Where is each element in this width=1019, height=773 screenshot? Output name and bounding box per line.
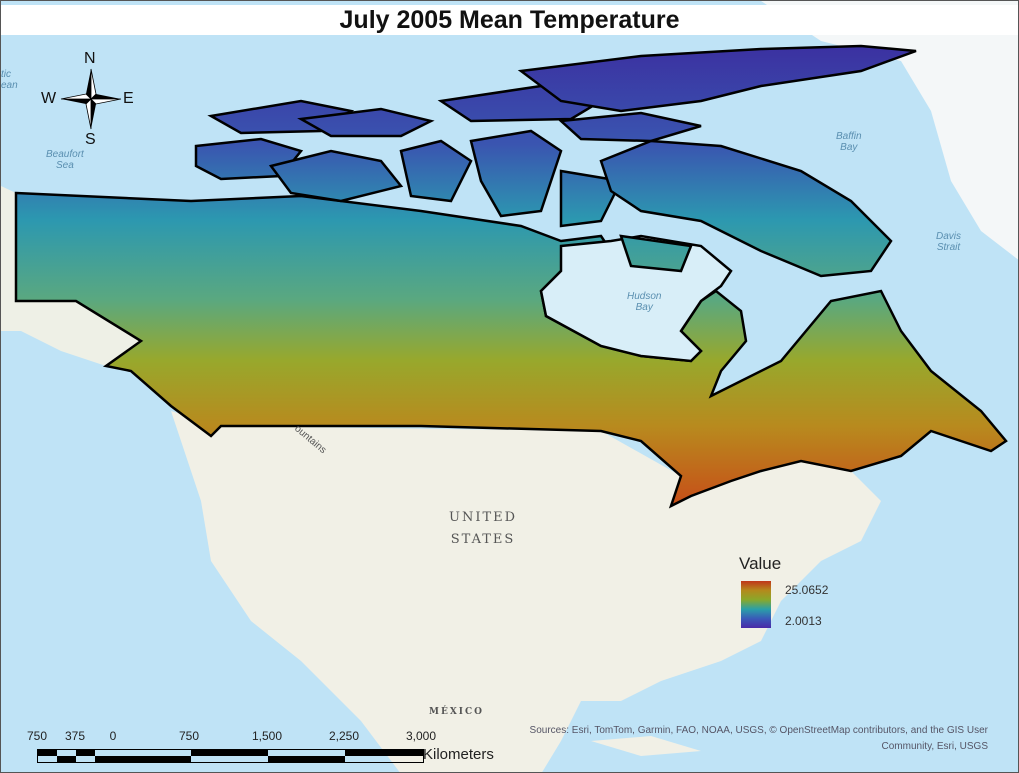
scale-tick: 375 [64,729,86,743]
north-arrow: N S E W [41,50,139,148]
attribution-line-1: Sources: Esri, TomTom, Garmin, FAO, NOAA… [529,725,988,736]
united-states-label: UNITED STATES [449,510,518,547]
greenland [761,1,1018,260]
beaufort-sea-label: Beaufort Sea [46,149,84,171]
legend: Value 25.0652 2.0013 [739,554,828,628]
legend-title: Value [739,554,782,573]
compass-s: S [85,131,96,148]
scale-tick: 750 [26,729,48,743]
legend-max-value: 25.0652 [785,583,829,597]
legend-min-value: 2.0013 [785,614,822,628]
baffin-bay-label: Baffin Bay [836,131,862,153]
scale-units: Kilometers [423,746,494,763]
attribution-line-2: Community, Esri, USGS [881,741,989,752]
map-title: July 2005 Mean Temperature [1,5,1018,35]
mexico-label: MÉXICO [429,707,485,717]
attribution: Sources: Esri, TomTom, Garmin, FAO, NOAA… [468,723,988,755]
compass-rose-icon [60,68,122,130]
scale-tick: 0 [109,729,117,743]
compass-n: N [84,50,96,67]
compass-w: W [41,90,57,107]
scale-bar-graphic [37,749,424,763]
scale-tick: 750 [178,729,200,743]
scale-tick: 3,000 [405,729,437,743]
scale-tick: 2,250 [328,729,360,743]
legend-color-ramp [741,581,771,628]
arctic-islands [194,44,917,278]
united-states-land [171,411,881,772]
alaska-land [1,186,141,366]
hudson-bay-label: Hudson Bay [627,291,662,313]
cuba-land [591,736,701,756]
compass-e: E [123,90,134,107]
scale-tick: 1,500 [251,729,283,743]
arctic-ocean-label: tic ean [1,69,18,91]
davis-strait-label: Davis Strait [936,231,962,253]
